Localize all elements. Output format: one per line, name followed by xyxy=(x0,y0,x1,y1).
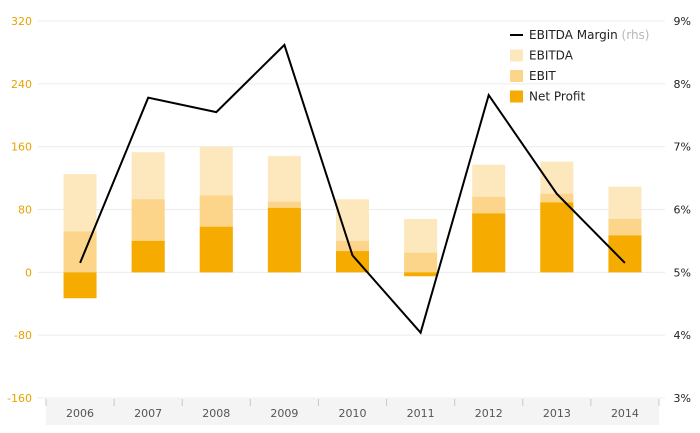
x-tick-label: 2010 xyxy=(339,407,367,420)
legend-label-main: EBIT xyxy=(529,69,556,83)
x-axis-band xyxy=(46,399,659,425)
left-tick-label: 0 xyxy=(25,266,32,279)
right-tick-label: 9% xyxy=(674,15,691,28)
left-tick-label: 320 xyxy=(11,15,32,28)
right-tick-label: 3% xyxy=(674,392,691,405)
legend-label: EBITDA xyxy=(529,49,574,63)
right-tick-label: 8% xyxy=(674,78,691,91)
net-profit-bar xyxy=(404,272,438,277)
right-tick-label: 5% xyxy=(674,266,691,279)
legend-label: Net Profit xyxy=(529,90,585,104)
x-tick-label: 2014 xyxy=(611,407,639,420)
x-tick-label: 2011 xyxy=(407,407,435,420)
left-tick-label: 160 xyxy=(11,141,32,154)
left-tick-label: 80 xyxy=(18,204,32,217)
x-tick-label: 2008 xyxy=(202,407,230,420)
right-tick-label: 4% xyxy=(674,329,691,342)
net-profit-bar xyxy=(199,226,233,273)
net-profit-bar xyxy=(131,240,165,273)
legend-label-main: EBITDA xyxy=(529,49,574,63)
net-profit-bar xyxy=(608,235,642,273)
net-profit-bar xyxy=(267,207,301,273)
x-tick-label: 2012 xyxy=(475,407,503,420)
x-tick-label: 2013 xyxy=(543,407,571,420)
left-tick-label: 240 xyxy=(11,78,32,91)
legend-label: EBITDA Margin (rhs) xyxy=(529,28,650,42)
right-tick-label: 7% xyxy=(674,141,691,154)
left-tick-label: -80 xyxy=(14,329,32,342)
net-profit-bar xyxy=(336,251,369,273)
legend-label-main: EBITDA Margin xyxy=(529,28,618,42)
x-tick-label: 2007 xyxy=(134,407,162,420)
net-profit-bar xyxy=(540,202,574,273)
left-tick-label: -160 xyxy=(7,392,32,405)
right-tick-label: 6% xyxy=(674,204,691,217)
net-profit-bar xyxy=(472,213,506,273)
net-profit-bar xyxy=(63,272,97,299)
margin-line-series xyxy=(79,43,626,335)
legend-label: EBIT xyxy=(529,69,556,83)
legend: EBITDA Margin (rhs) EBITDA EBIT Net Profit xyxy=(510,28,650,104)
legend-box-swatch xyxy=(510,90,523,103)
axes: 2006 2007 2008 2009 2010 2011 2012 2013 2014 320 2… xyxy=(7,15,691,425)
ebit-bar xyxy=(404,252,438,273)
x-tick-label: 2006 xyxy=(66,407,94,420)
bar-series xyxy=(63,146,642,299)
legend-box-swatch xyxy=(510,70,523,82)
x-tick-label: 2009 xyxy=(270,407,298,420)
legend-box-swatch xyxy=(510,49,523,62)
ebit-bar xyxy=(63,231,97,273)
legend-label-suffix: (rhs) xyxy=(618,28,650,42)
legend-label-main: Net Profit xyxy=(529,90,585,104)
